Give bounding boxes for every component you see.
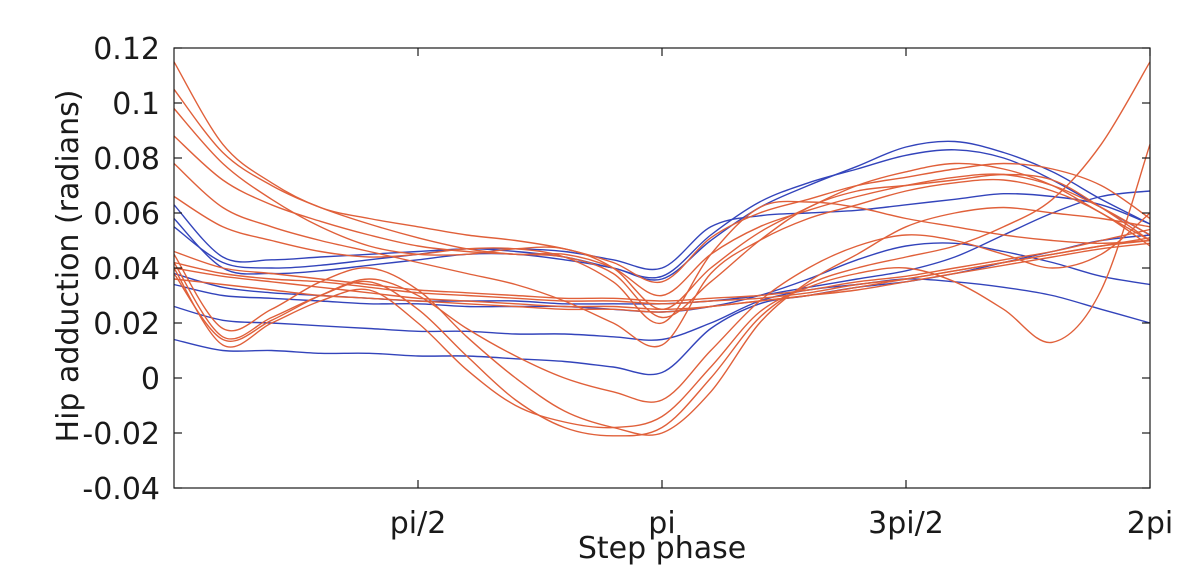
series-line-blue-2 [173, 149, 1151, 279]
series-line-orange-10 [173, 135, 1151, 319]
series-line-blue-6 [173, 234, 1151, 376]
x-tick-label: pi/2 [390, 506, 447, 541]
series-line-blue-1 [173, 140, 1151, 281]
series-line-orange-12 [173, 195, 1151, 324]
y-tick-label: 0.08 [93, 142, 160, 177]
series-line-orange-8 [173, 88, 1151, 297]
y-tick-label: 0.04 [93, 252, 160, 287]
series-line-orange-20 [173, 212, 1151, 403]
y-tick-label: -0.02 [82, 417, 160, 452]
y-tick-label: -0.04 [82, 472, 160, 507]
series-line-orange-11 [173, 162, 1151, 348]
series-line-orange-19 [173, 144, 1151, 429]
series-line-blue-0 [173, 192, 1151, 271]
series-line-blue-5 [173, 278, 1151, 341]
series-line-orange-18 [173, 61, 1151, 437]
y-tick-label: 0 [141, 362, 160, 397]
y-tick-label: 0.02 [93, 307, 160, 342]
y-tick-label: 0.06 [93, 197, 160, 232]
series-line-orange-13 [173, 228, 1151, 302]
x-axis-ticks: pi/2 pi 3pi/2 2pi [390, 48, 1173, 541]
series-line-orange-17 [173, 206, 1151, 436]
x-tick-label: 2pi [1127, 506, 1173, 541]
y-tick-label: 0.1 [112, 87, 160, 122]
series-line-orange-16 [173, 242, 1151, 313]
y-axis-ticks: 0.12 0.1 0.08 0.06 0.04 0.02 0 -0.02 -0.04 [82, 32, 1150, 507]
y-axis-label: Hip adduction (radians) [51, 90, 86, 443]
series-lines [173, 61, 1151, 437]
x-axis-label: Step phase [578, 531, 746, 566]
x-tick-label: pi [648, 506, 675, 541]
y-tick-label: 0.12 [93, 32, 160, 67]
x-tick-label: 3pi/2 [868, 506, 944, 541]
series-line-orange-7 [173, 61, 1151, 284]
